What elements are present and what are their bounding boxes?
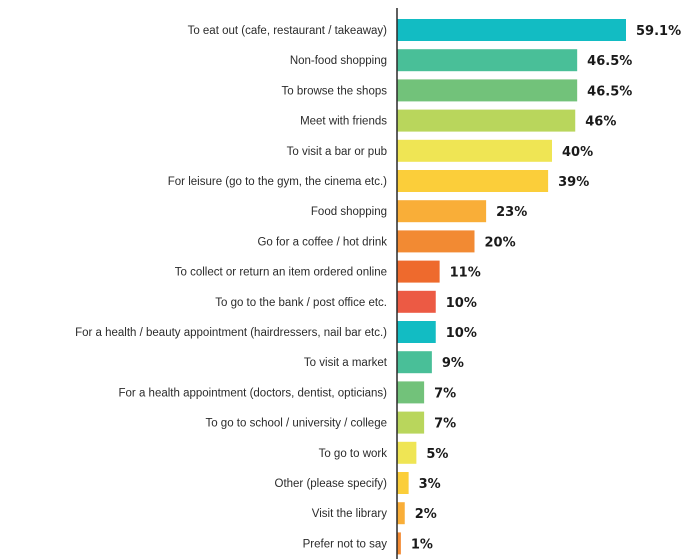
bar-4 — [397, 139, 552, 162]
value-label: 10% — [446, 326, 477, 341]
category-label: To visit a bar or pub — [287, 146, 387, 158]
category-label: Food shopping — [311, 206, 387, 218]
bar-17 — [397, 532, 401, 555]
category-label: Non-food shopping — [290, 55, 387, 67]
value-label: 40% — [562, 145, 593, 160]
category-label: For a health / beauty appointment (haird… — [75, 327, 387, 339]
category-label: To eat out (cafe, restaurant / takeaway) — [188, 25, 388, 37]
bar-14 — [397, 441, 417, 464]
bar-0 — [397, 19, 626, 41]
category-label: Meet with friends — [300, 116, 387, 128]
value-label: 5% — [426, 447, 448, 462]
value-label: 23% — [496, 205, 527, 220]
category-label: To collect or return an item ordered onl… — [175, 267, 387, 279]
value-label: 59.1% — [636, 24, 681, 39]
value-label: 39% — [558, 175, 589, 190]
bar-13 — [397, 411, 425, 434]
bar-8 — [397, 260, 440, 283]
bar-10 — [397, 321, 436, 343]
bar-16 — [397, 502, 405, 525]
value-label: 7% — [434, 386, 456, 401]
value-label: 1% — [411, 537, 433, 552]
value-label: 3% — [419, 477, 441, 492]
category-label: For leisure (go to the gym, the cinema e… — [168, 176, 387, 188]
category-label: To go to school / university / college — [205, 418, 387, 430]
bar-9 — [397, 290, 436, 313]
category-label: To visit a market — [304, 357, 388, 369]
category-labels-group: To eat out (cafe, restaurant / takeaway)… — [75, 25, 388, 550]
bars-group — [397, 19, 626, 555]
value-label: 20% — [484, 235, 515, 250]
category-label: To go to work — [319, 448, 388, 460]
value-label: 46.5% — [587, 54, 632, 69]
category-label: Other (please specify) — [275, 478, 388, 490]
bar-3 — [397, 109, 576, 132]
category-label: To browse the shops — [282, 85, 388, 97]
value-label: 46% — [585, 115, 616, 130]
category-label: Go for a coffee / hot drink — [257, 236, 387, 248]
value-label: 2% — [415, 507, 437, 522]
bar-1 — [397, 49, 578, 72]
bar-5 — [397, 170, 549, 192]
value-label: 10% — [446, 296, 477, 311]
value-label: 7% — [434, 417, 456, 432]
value-label: 9% — [442, 356, 464, 371]
bar-12 — [397, 381, 425, 404]
bar-6 — [397, 200, 487, 223]
value-labels-group: 59.1% 46.5% 46.5% 46% 40% 39% 23% 20% 11% 10% 10% 9… — [411, 24, 681, 552]
bar-15 — [397, 472, 409, 494]
category-label: To go to the bank / post office etc. — [215, 297, 387, 309]
category-label: Visit the library — [312, 508, 387, 520]
category-label: For a health appointment (doctors, denti… — [119, 387, 388, 399]
bar-2 — [397, 79, 578, 102]
bar-7 — [397, 230, 475, 253]
bar-11 — [397, 351, 432, 374]
value-label: 11% — [450, 266, 481, 281]
value-label: 46.5% — [587, 84, 632, 99]
category-label: Prefer not to say — [303, 538, 388, 550]
